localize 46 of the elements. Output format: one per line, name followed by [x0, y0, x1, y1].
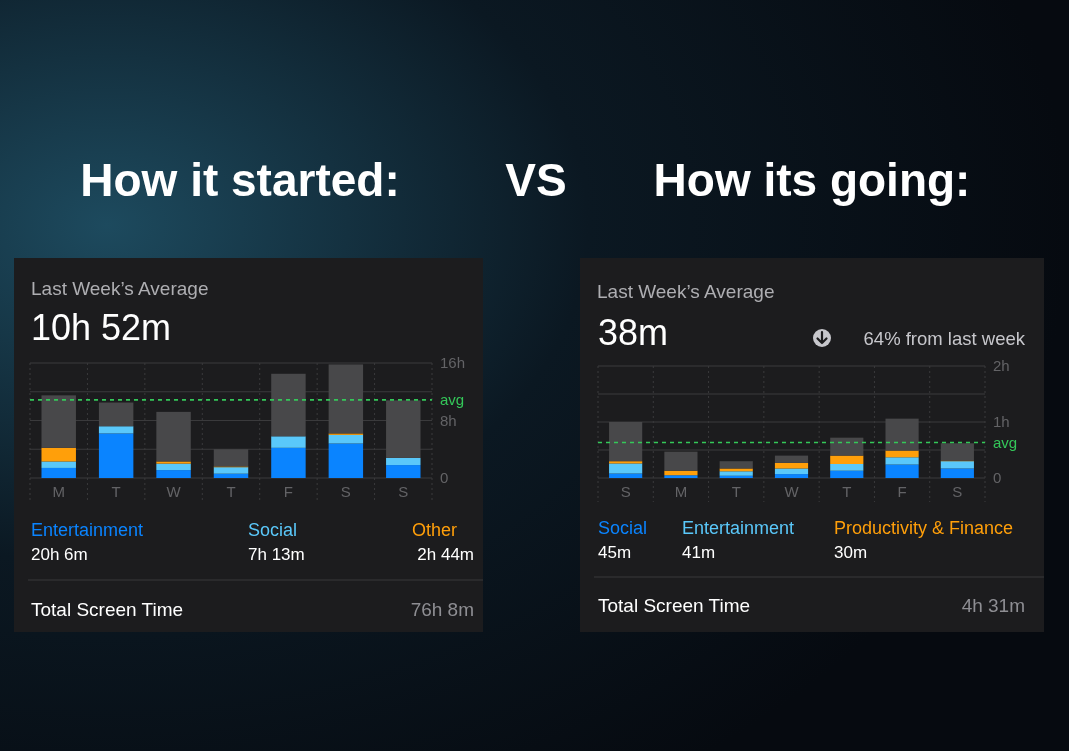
chart-subtitle: Last Week’s Average — [597, 281, 775, 302]
text: 76h 8m — [410, 599, 474, 620]
text: Entertainment — [31, 520, 144, 540]
y-tick-label: 0 — [440, 469, 449, 487]
x-tick-label: S — [952, 483, 963, 500]
x-tick-label: T — [226, 483, 236, 500]
text: 45m — [598, 543, 632, 562]
y-tick-label: 8h — [440, 411, 457, 429]
text: 41m — [682, 543, 716, 562]
chart-subtitle: Last Week’s Average — [31, 278, 209, 299]
text: Other — [411, 520, 457, 540]
text: Entertainment — [682, 518, 795, 538]
x-tick-label: M — [674, 483, 688, 500]
text: 7h 13m — [248, 545, 305, 564]
x-tick-label: S — [620, 483, 631, 500]
x-tick-label: S — [398, 483, 409, 500]
chart-title: How it started: — [80, 154, 400, 206]
text: 64% from last week — [863, 328, 1026, 349]
ref-line-label: avg — [440, 391, 465, 409]
y-tick-label: 2h — [993, 357, 1010, 375]
text: 30m — [834, 543, 868, 562]
x-tick-label: F — [283, 483, 294, 500]
y-tick-label: 0 — [993, 469, 1002, 487]
text: Total Screen Time — [598, 595, 751, 616]
text: 38m — [598, 312, 669, 353]
text: Social — [248, 520, 298, 540]
x-tick-label: T — [731, 483, 741, 500]
text: 20h 6m — [31, 545, 88, 564]
y-tick-label: 1h — [993, 413, 1010, 431]
text: VS — [505, 154, 567, 206]
text: 4h 31m — [961, 595, 1025, 616]
ref-line-label: avg — [993, 433, 1018, 451]
text: Total Screen Time — [31, 599, 184, 620]
x-tick-label: T — [842, 483, 852, 500]
text: Productivity & Finance — [834, 518, 1014, 538]
chart-title: How its going: — [653, 154, 971, 206]
x-tick-label: T — [111, 483, 121, 500]
y-tick-label: 16h — [440, 354, 466, 372]
text: 2h 44m — [417, 545, 474, 564]
x-tick-label: M — [52, 483, 65, 500]
text: Social — [598, 518, 648, 538]
x-tick-label: S — [340, 483, 351, 500]
x-tick-label: W — [166, 483, 182, 500]
text: 10h 52m — [31, 307, 172, 348]
x-tick-label: W — [784, 483, 800, 500]
x-tick-label: F — [897, 483, 907, 500]
